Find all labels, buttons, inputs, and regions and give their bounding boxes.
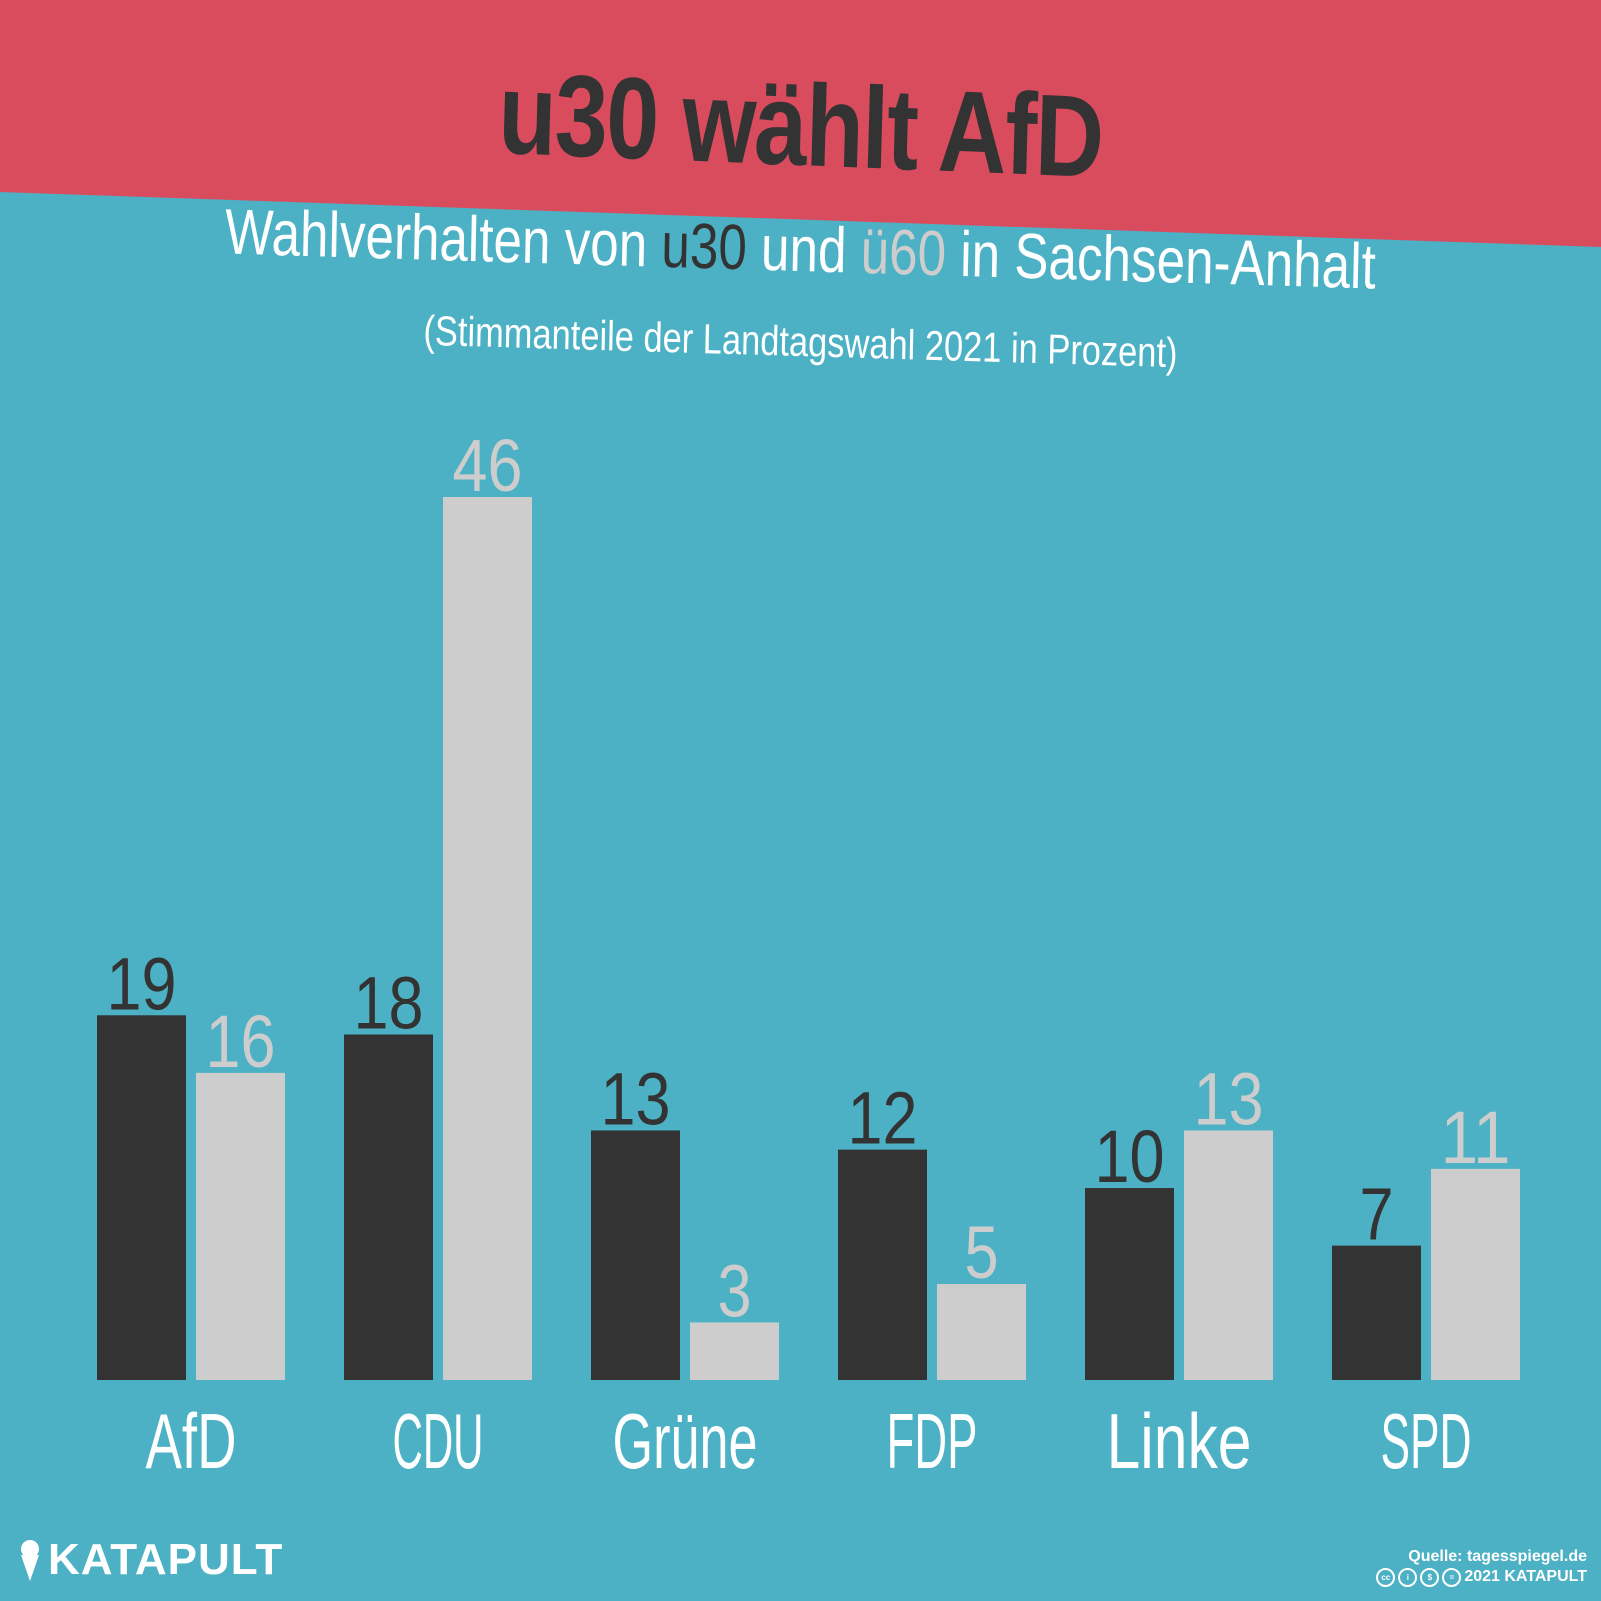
copyright-text: 2021 KATAPULT bbox=[1464, 1568, 1587, 1585]
header-banner bbox=[0, 0, 1601, 247]
category-label-cdu: CDU bbox=[393, 1397, 484, 1485]
data-label-afd-ü60: 16 bbox=[206, 1000, 276, 1083]
data-label-fdp-ü60: 5 bbox=[965, 1211, 999, 1294]
bar-spd-ü60 bbox=[1431, 1168, 1520, 1380]
data-label-linke-u30: 10 bbox=[1095, 1115, 1165, 1198]
category-label-spd: SPD bbox=[1381, 1397, 1472, 1485]
data-label-cdu-ü60: 46 bbox=[453, 424, 523, 507]
bar-grüne-ü60 bbox=[690, 1322, 779, 1380]
category-label-afd: AfD bbox=[146, 1397, 237, 1485]
ice-cream-icon bbox=[21, 1540, 39, 1581]
bar-cdu-ü60 bbox=[443, 497, 532, 1380]
bar-afd-ü60 bbox=[196, 1072, 285, 1380]
bar-grüne-u30 bbox=[591, 1130, 680, 1380]
data-label-cdu-u30: 18 bbox=[354, 961, 424, 1044]
data-label-linke-ü60: 13 bbox=[1194, 1057, 1264, 1140]
bar-fdp-u30 bbox=[838, 1149, 927, 1380]
data-label-grüne-ü60: 3 bbox=[718, 1249, 752, 1332]
bar-fdp-ü60 bbox=[937, 1284, 1026, 1380]
data-label-spd-u30: 7 bbox=[1360, 1173, 1394, 1256]
bar-cdu-u30 bbox=[344, 1034, 433, 1380]
category-label-fdp: FDP bbox=[887, 1397, 978, 1485]
source-text: Quelle: tagesspiegel.de bbox=[1408, 1548, 1587, 1565]
bar-afd-u30 bbox=[97, 1015, 186, 1380]
data-label-afd-u30: 19 bbox=[107, 942, 177, 1025]
data-label-spd-ü60: 11 bbox=[1441, 1096, 1511, 1179]
bar-linke-u30 bbox=[1085, 1188, 1174, 1380]
bar-spd-u30 bbox=[1332, 1245, 1421, 1380]
data-label-grüne-u30: 13 bbox=[601, 1057, 671, 1140]
brand-logo: KATAPULT bbox=[18, 1535, 283, 1585]
category-label-grüne: Grüne bbox=[613, 1397, 758, 1485]
cc-icon: cc bbox=[1376, 1567, 1396, 1587]
source-block: Quelle: tagesspiegel.de cc i $ = 2021 KA… bbox=[1376, 1547, 1587, 1587]
bar-linke-ü60 bbox=[1184, 1130, 1273, 1380]
category-label-linke: Linke bbox=[1107, 1397, 1252, 1485]
data-label-fdp-u30: 12 bbox=[848, 1077, 918, 1160]
nc-icon: $ bbox=[1420, 1567, 1440, 1587]
brand-name: KATAPULT bbox=[48, 1535, 284, 1584]
nd-icon: = bbox=[1442, 1567, 1462, 1587]
by-icon: i bbox=[1398, 1567, 1418, 1587]
license-row: cc i $ = 2021 KATAPULT bbox=[1376, 1567, 1587, 1587]
